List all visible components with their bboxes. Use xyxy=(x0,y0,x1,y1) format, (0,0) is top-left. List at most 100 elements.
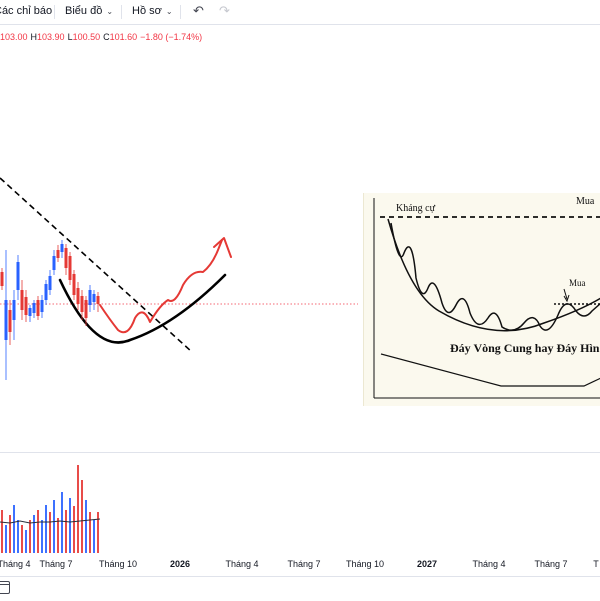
time-axis-tick: Tháng 7 xyxy=(534,559,568,569)
redo-icon[interactable]: ↷ xyxy=(219,3,230,18)
price-wave-line xyxy=(390,222,600,331)
candle-body xyxy=(88,290,92,305)
time-axis-tick: Tháng 7 xyxy=(287,559,321,569)
candle-body xyxy=(16,262,20,290)
time-axis-tick: Tháng 4 xyxy=(472,559,506,569)
time-axis-tick: Tháng 4 xyxy=(225,559,259,569)
volume-bar xyxy=(73,506,75,553)
profile-menu-label: Hồ sơ xyxy=(132,5,162,17)
volume-bar xyxy=(21,525,23,553)
time-axis-tick: T xyxy=(593,559,599,569)
high-value: 103.90 xyxy=(37,32,65,42)
candle-body xyxy=(24,297,28,315)
candle-body xyxy=(32,303,36,313)
candle-body xyxy=(44,284,48,300)
volume-bars-group xyxy=(1,465,99,553)
volume-bar xyxy=(17,520,19,553)
resistance-label: Kháng cự xyxy=(396,203,436,214)
volume-bar xyxy=(69,498,71,553)
ohlc-legend: 103.00 H103.90 L100.50 C101.60 −1.80 (−1.74%… xyxy=(0,32,205,46)
buy-arrow-icon xyxy=(563,288,568,300)
candles-group xyxy=(0,240,100,380)
candle-body xyxy=(52,256,56,270)
candle-body xyxy=(36,300,40,316)
volume-bar xyxy=(57,518,59,553)
candle-body xyxy=(8,310,12,332)
candle-body xyxy=(28,308,32,316)
volume-bar xyxy=(85,500,87,553)
candle-body xyxy=(72,274,76,295)
candle-body xyxy=(96,296,100,304)
time-axis-tick: 2026 xyxy=(169,559,191,569)
time-axis-tick: 2027 xyxy=(416,559,438,569)
candle-body xyxy=(84,300,88,318)
close-label: C xyxy=(103,32,110,42)
arrow-head-icon xyxy=(213,237,232,258)
volume-bar xyxy=(9,515,11,553)
candle-body xyxy=(0,272,4,286)
indicators-label: Các chỉ báo xyxy=(0,5,53,17)
time-axis[interactable]: Tháng 4 Tháng 7 Tháng 10 2026 Tháng 4 Th… xyxy=(0,556,600,572)
volume-bar xyxy=(41,520,43,553)
candle-body xyxy=(64,248,68,268)
candle-body xyxy=(92,294,96,302)
volume-bar xyxy=(89,512,91,553)
candle-body xyxy=(40,300,44,312)
time-axis-tick: Tháng 7 xyxy=(39,559,73,569)
calendar-icon[interactable] xyxy=(0,581,10,594)
undo-icon[interactable]: ↶ xyxy=(193,3,204,18)
illustration-caption: Đáy Vòng Cung hay Đáy Hìn xyxy=(450,341,600,355)
buy-label: Mua xyxy=(569,278,586,288)
rounding-bottom-illustration: Kháng cự Mua Mua Đáy Vòng Cung hay Đáy H… xyxy=(363,193,600,406)
candle-body xyxy=(60,244,64,252)
rounding-bottom-arc[interactable] xyxy=(58,273,227,344)
volume-bar xyxy=(5,525,7,553)
toolbar-divider xyxy=(121,5,122,19)
buy-label-top: Mua xyxy=(576,196,595,207)
volume-bar xyxy=(77,465,79,553)
volume-bar xyxy=(37,510,39,553)
time-axis-tick: Tháng 10 xyxy=(98,559,138,569)
price-chart[interactable] xyxy=(0,0,600,560)
hand-drawn-projection[interactable] xyxy=(99,239,223,334)
chevron-down-icon: ⌄ xyxy=(165,7,173,16)
profile-menu-button[interactable]: Hồ sơ ⌄ xyxy=(132,5,173,17)
high-label: H xyxy=(30,32,38,42)
volume-bar xyxy=(81,480,83,553)
close-value: 101.60 xyxy=(109,32,138,42)
low-value: 100.50 xyxy=(72,32,101,42)
volume-bar xyxy=(61,492,63,553)
candle-body xyxy=(48,276,52,290)
volume-bar xyxy=(97,512,99,553)
chart-menu-label: Biểu đồ xyxy=(65,5,103,17)
pane-divider[interactable] xyxy=(0,452,600,453)
volume-bar xyxy=(13,505,15,553)
volume-bar xyxy=(29,520,31,553)
chart-menu-button[interactable]: Biểu đồ ⌄ xyxy=(65,5,113,17)
toolbar-divider xyxy=(54,5,55,19)
volume-average-line xyxy=(0,518,101,524)
time-axis-tick: Tháng 4 xyxy=(0,559,31,569)
chevron-down-icon: ⌄ xyxy=(106,7,114,16)
volume-bar xyxy=(33,515,35,553)
bottom-bar xyxy=(0,576,600,601)
candle-body xyxy=(76,288,80,304)
top-toolbar: Các chỉ báo Biểu đồ⌄ Hồ sơ⌄ ↶ ↷ xyxy=(0,0,600,25)
indicators-button[interactable]: Các chỉ báo xyxy=(0,5,52,17)
time-axis-tick: Tháng 10 xyxy=(345,559,385,569)
trendline-drawing[interactable] xyxy=(0,177,193,353)
buy-arrow-head-icon xyxy=(563,294,570,303)
candle-body xyxy=(12,300,16,320)
toolbar-divider xyxy=(180,5,181,19)
volume-bar xyxy=(1,510,3,553)
illustration-volume-curve xyxy=(380,353,600,387)
candle-body xyxy=(4,300,8,340)
volume-bar xyxy=(53,500,55,553)
volume-bar xyxy=(45,505,47,553)
low-label: L xyxy=(67,32,73,42)
candle-body xyxy=(80,296,84,312)
candle-body xyxy=(68,256,72,280)
volume-bar xyxy=(49,512,51,553)
open-value: 103.00 xyxy=(0,32,28,42)
illustration-drawing xyxy=(373,198,600,399)
